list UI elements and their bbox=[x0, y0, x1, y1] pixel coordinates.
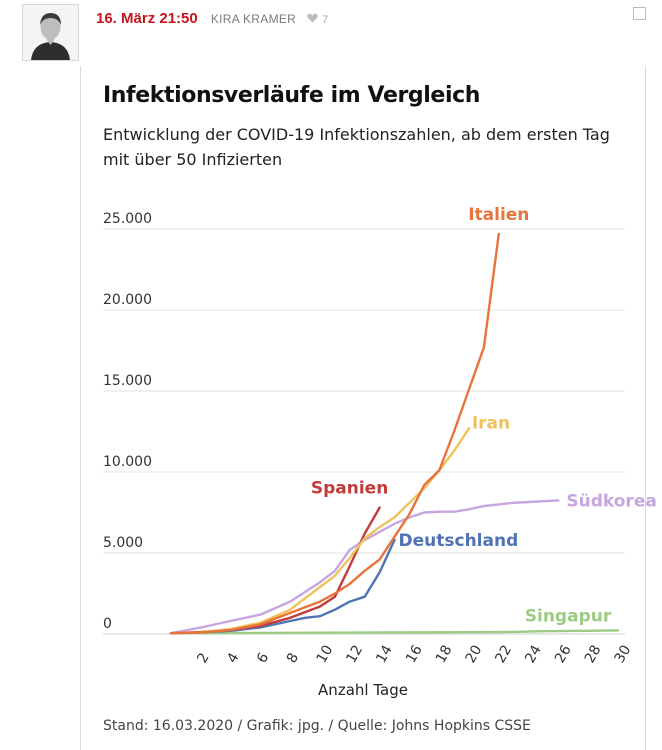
author-avatar[interactable] bbox=[22, 4, 79, 61]
chart-title: Infektionsverläufe im Vergleich bbox=[103, 83, 480, 108]
heart-icon bbox=[307, 13, 318, 23]
x-tick-label: 2 bbox=[194, 650, 212, 666]
chart-source: Stand: 16.03.2020 / Grafik: jpg. / Quell… bbox=[103, 718, 531, 734]
like-button[interactable]: 7 bbox=[307, 12, 328, 26]
series-line-singapur bbox=[169, 629, 620, 635]
y-tick-label: 15.000 bbox=[103, 373, 152, 389]
y-tick-label: 5.000 bbox=[103, 535, 143, 551]
series-label-südkorea: Südkorea bbox=[566, 491, 656, 511]
y-tick-label: 25.000 bbox=[103, 211, 152, 227]
x-tick-label: 20 bbox=[463, 643, 486, 666]
post-meta: 16. März 21:50 KIRA KRAMER 7 bbox=[96, 8, 328, 27]
series-line-spanien bbox=[169, 506, 381, 635]
post-date: 16. März 21:50 bbox=[96, 10, 198, 27]
y-tick-label: 0 bbox=[103, 616, 112, 632]
post-author[interactable]: KIRA KRAMER bbox=[210, 12, 297, 26]
person-photo-icon bbox=[31, 13, 70, 60]
x-tick-label: 18 bbox=[433, 643, 456, 666]
chart-subtitle: Entwicklung der COVID-19 Infektionszahle… bbox=[103, 125, 610, 169]
y-tick-label: 20.000 bbox=[103, 292, 152, 308]
x-tick-label: 24 bbox=[522, 642, 545, 666]
series-line-italien bbox=[169, 232, 500, 635]
x-tick-label: 10 bbox=[314, 643, 337, 666]
series-label-singapur: Singapur bbox=[525, 606, 612, 626]
x-tick-label: 14 bbox=[373, 642, 396, 666]
chart-card bbox=[80, 66, 646, 750]
series-label-spanien: Spanien bbox=[311, 479, 388, 499]
x-tick-label: 16 bbox=[403, 642, 426, 666]
x-tick-label: 8 bbox=[284, 650, 302, 666]
series-label-iran: Iran bbox=[472, 413, 510, 433]
series-label-deutschland: Deutschland bbox=[399, 531, 519, 551]
x-tick-label: 12 bbox=[343, 643, 366, 666]
y-tick-label: 10.000 bbox=[103, 454, 152, 470]
x-tick-label: 28 bbox=[582, 643, 605, 666]
x-tick-label: 26 bbox=[552, 642, 575, 666]
x-axis-label: Anzahl Tage bbox=[318, 681, 408, 699]
select-checkbox[interactable] bbox=[633, 7, 646, 20]
x-tick-label: 6 bbox=[254, 650, 272, 666]
series-label-italien: Italien bbox=[468, 205, 529, 225]
x-tick-label: 30 bbox=[612, 643, 635, 666]
series-line-südkorea bbox=[169, 499, 560, 635]
x-tick-label: 22 bbox=[492, 643, 515, 666]
like-count: 7 bbox=[322, 14, 329, 26]
x-tick-label: 4 bbox=[224, 650, 242, 666]
